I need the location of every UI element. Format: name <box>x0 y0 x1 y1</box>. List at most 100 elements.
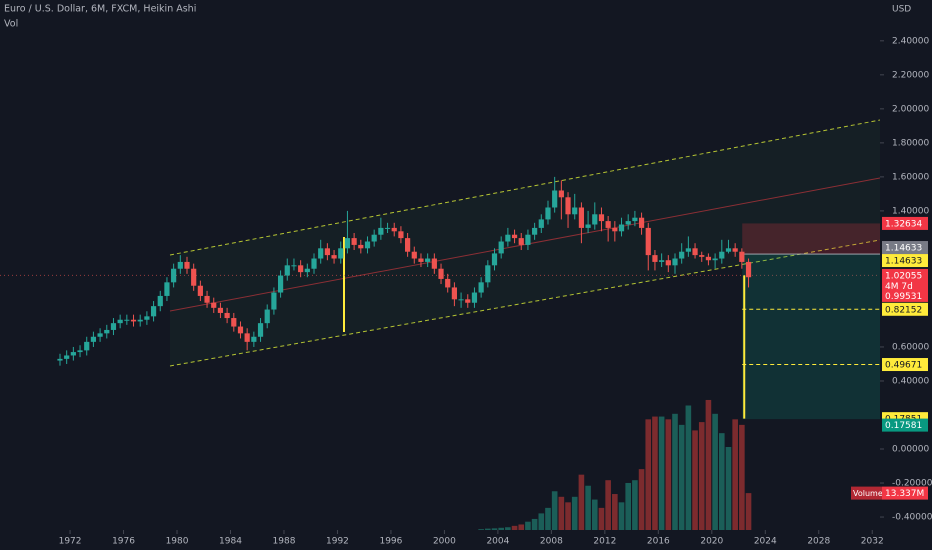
y-tick-label: 0.40000 <box>892 376 929 386</box>
candle-body <box>84 341 90 351</box>
candle-body <box>592 214 598 225</box>
x-tick-label: 2024 <box>754 537 777 547</box>
candle-body <box>344 238 351 249</box>
candle-body <box>725 248 732 252</box>
candle-body <box>291 265 297 267</box>
y-tick-label: 2.40000 <box>892 36 929 46</box>
candle-body <box>117 319 123 324</box>
volume-bar <box>505 527 511 530</box>
candle-body <box>438 268 444 279</box>
candle-body <box>137 319 143 322</box>
candle-body <box>411 251 417 259</box>
candle-body <box>338 248 344 259</box>
volume-bar <box>625 482 632 530</box>
drawings <box>169 119 880 367</box>
candle-body <box>485 265 491 283</box>
volume-bar <box>525 521 531 530</box>
candle-body <box>498 241 504 254</box>
price-marker <box>882 241 928 255</box>
volume-bar <box>478 529 484 530</box>
candle-body <box>638 217 645 228</box>
candle-body <box>451 287 457 300</box>
current-price-marker <box>882 268 928 302</box>
price-marker-label: 0.82152 <box>885 305 922 315</box>
volume-bar <box>718 433 725 530</box>
y-tick-label: 1.80000 <box>892 138 929 148</box>
volume-bar <box>672 413 678 530</box>
volume-bar <box>585 485 591 530</box>
candle-body <box>552 190 558 208</box>
candle-body <box>558 190 564 198</box>
candle-body <box>264 309 270 324</box>
volume-bar <box>705 399 712 530</box>
candle-body <box>518 238 524 245</box>
candle-body <box>458 299 464 301</box>
candle-body <box>478 282 484 293</box>
price-marker <box>882 358 928 372</box>
channel-fill <box>170 120 880 366</box>
x-tick-label: 1996 <box>379 537 402 547</box>
candle-body <box>679 251 685 259</box>
x-tick-label: 2012 <box>593 537 616 547</box>
x-tick-label: 2028 <box>807 537 830 547</box>
volume-bar <box>745 493 752 530</box>
volume-bar <box>485 528 491 530</box>
candle-body <box>585 224 591 228</box>
volume-bar <box>565 502 571 530</box>
x-tick-label: 1984 <box>219 537 242 547</box>
candle-body <box>217 307 224 313</box>
candle-body <box>311 258 317 269</box>
candle-body <box>398 231 404 239</box>
candle-body <box>358 244 364 249</box>
candle-body <box>164 282 170 296</box>
candle-body <box>57 358 63 361</box>
volume-bar <box>511 525 518 530</box>
x-tick-label: 2016 <box>647 537 670 547</box>
volume-bar <box>652 416 658 530</box>
candle-body <box>211 302 217 308</box>
x-tick-label: 2032 <box>861 537 884 547</box>
price-marker <box>882 302 928 316</box>
volume-bar <box>732 419 738 530</box>
volume-bar <box>632 480 638 530</box>
y-tick-label: 0.60000 <box>892 342 929 352</box>
candle-body <box>251 336 257 342</box>
candle-body <box>70 352 76 356</box>
volume-bar <box>551 491 558 530</box>
candle-body <box>652 255 658 262</box>
candle-body <box>364 241 371 249</box>
candle-body <box>538 219 544 228</box>
volume-bar <box>618 502 625 530</box>
candle-body <box>685 248 691 252</box>
candle-body <box>177 261 183 269</box>
reward-zone <box>742 254 880 420</box>
candle-body <box>197 285 203 296</box>
y-tick-label: -0.40000 <box>892 513 932 523</box>
x-tick-label: 1972 <box>59 537 82 547</box>
candle-body <box>110 323 117 330</box>
candle-body <box>525 234 531 245</box>
candle-body <box>739 251 745 262</box>
volume-bar <box>605 480 611 530</box>
y-tick-label: 1.40000 <box>892 206 929 216</box>
plot <box>0 176 880 530</box>
x-tick-label: 1988 <box>273 537 296 547</box>
candle-body <box>318 248 324 259</box>
candle-body <box>545 207 551 220</box>
candle-body <box>632 217 638 222</box>
candle-body <box>304 268 310 273</box>
volume-bar <box>491 528 498 530</box>
candle-body <box>692 248 698 256</box>
volume-bar <box>578 474 585 530</box>
candle-body <box>64 355 70 359</box>
candle-body <box>532 227 538 235</box>
candle-body <box>659 260 665 262</box>
candle-body <box>90 336 97 342</box>
volume-bar <box>558 496 565 530</box>
y-tick-label: -0.20000 <box>892 479 932 489</box>
candle-body <box>505 234 511 242</box>
candle-body <box>605 221 611 228</box>
price-marker-label: 0.17581 <box>885 421 922 431</box>
volume-bar <box>571 496 578 530</box>
